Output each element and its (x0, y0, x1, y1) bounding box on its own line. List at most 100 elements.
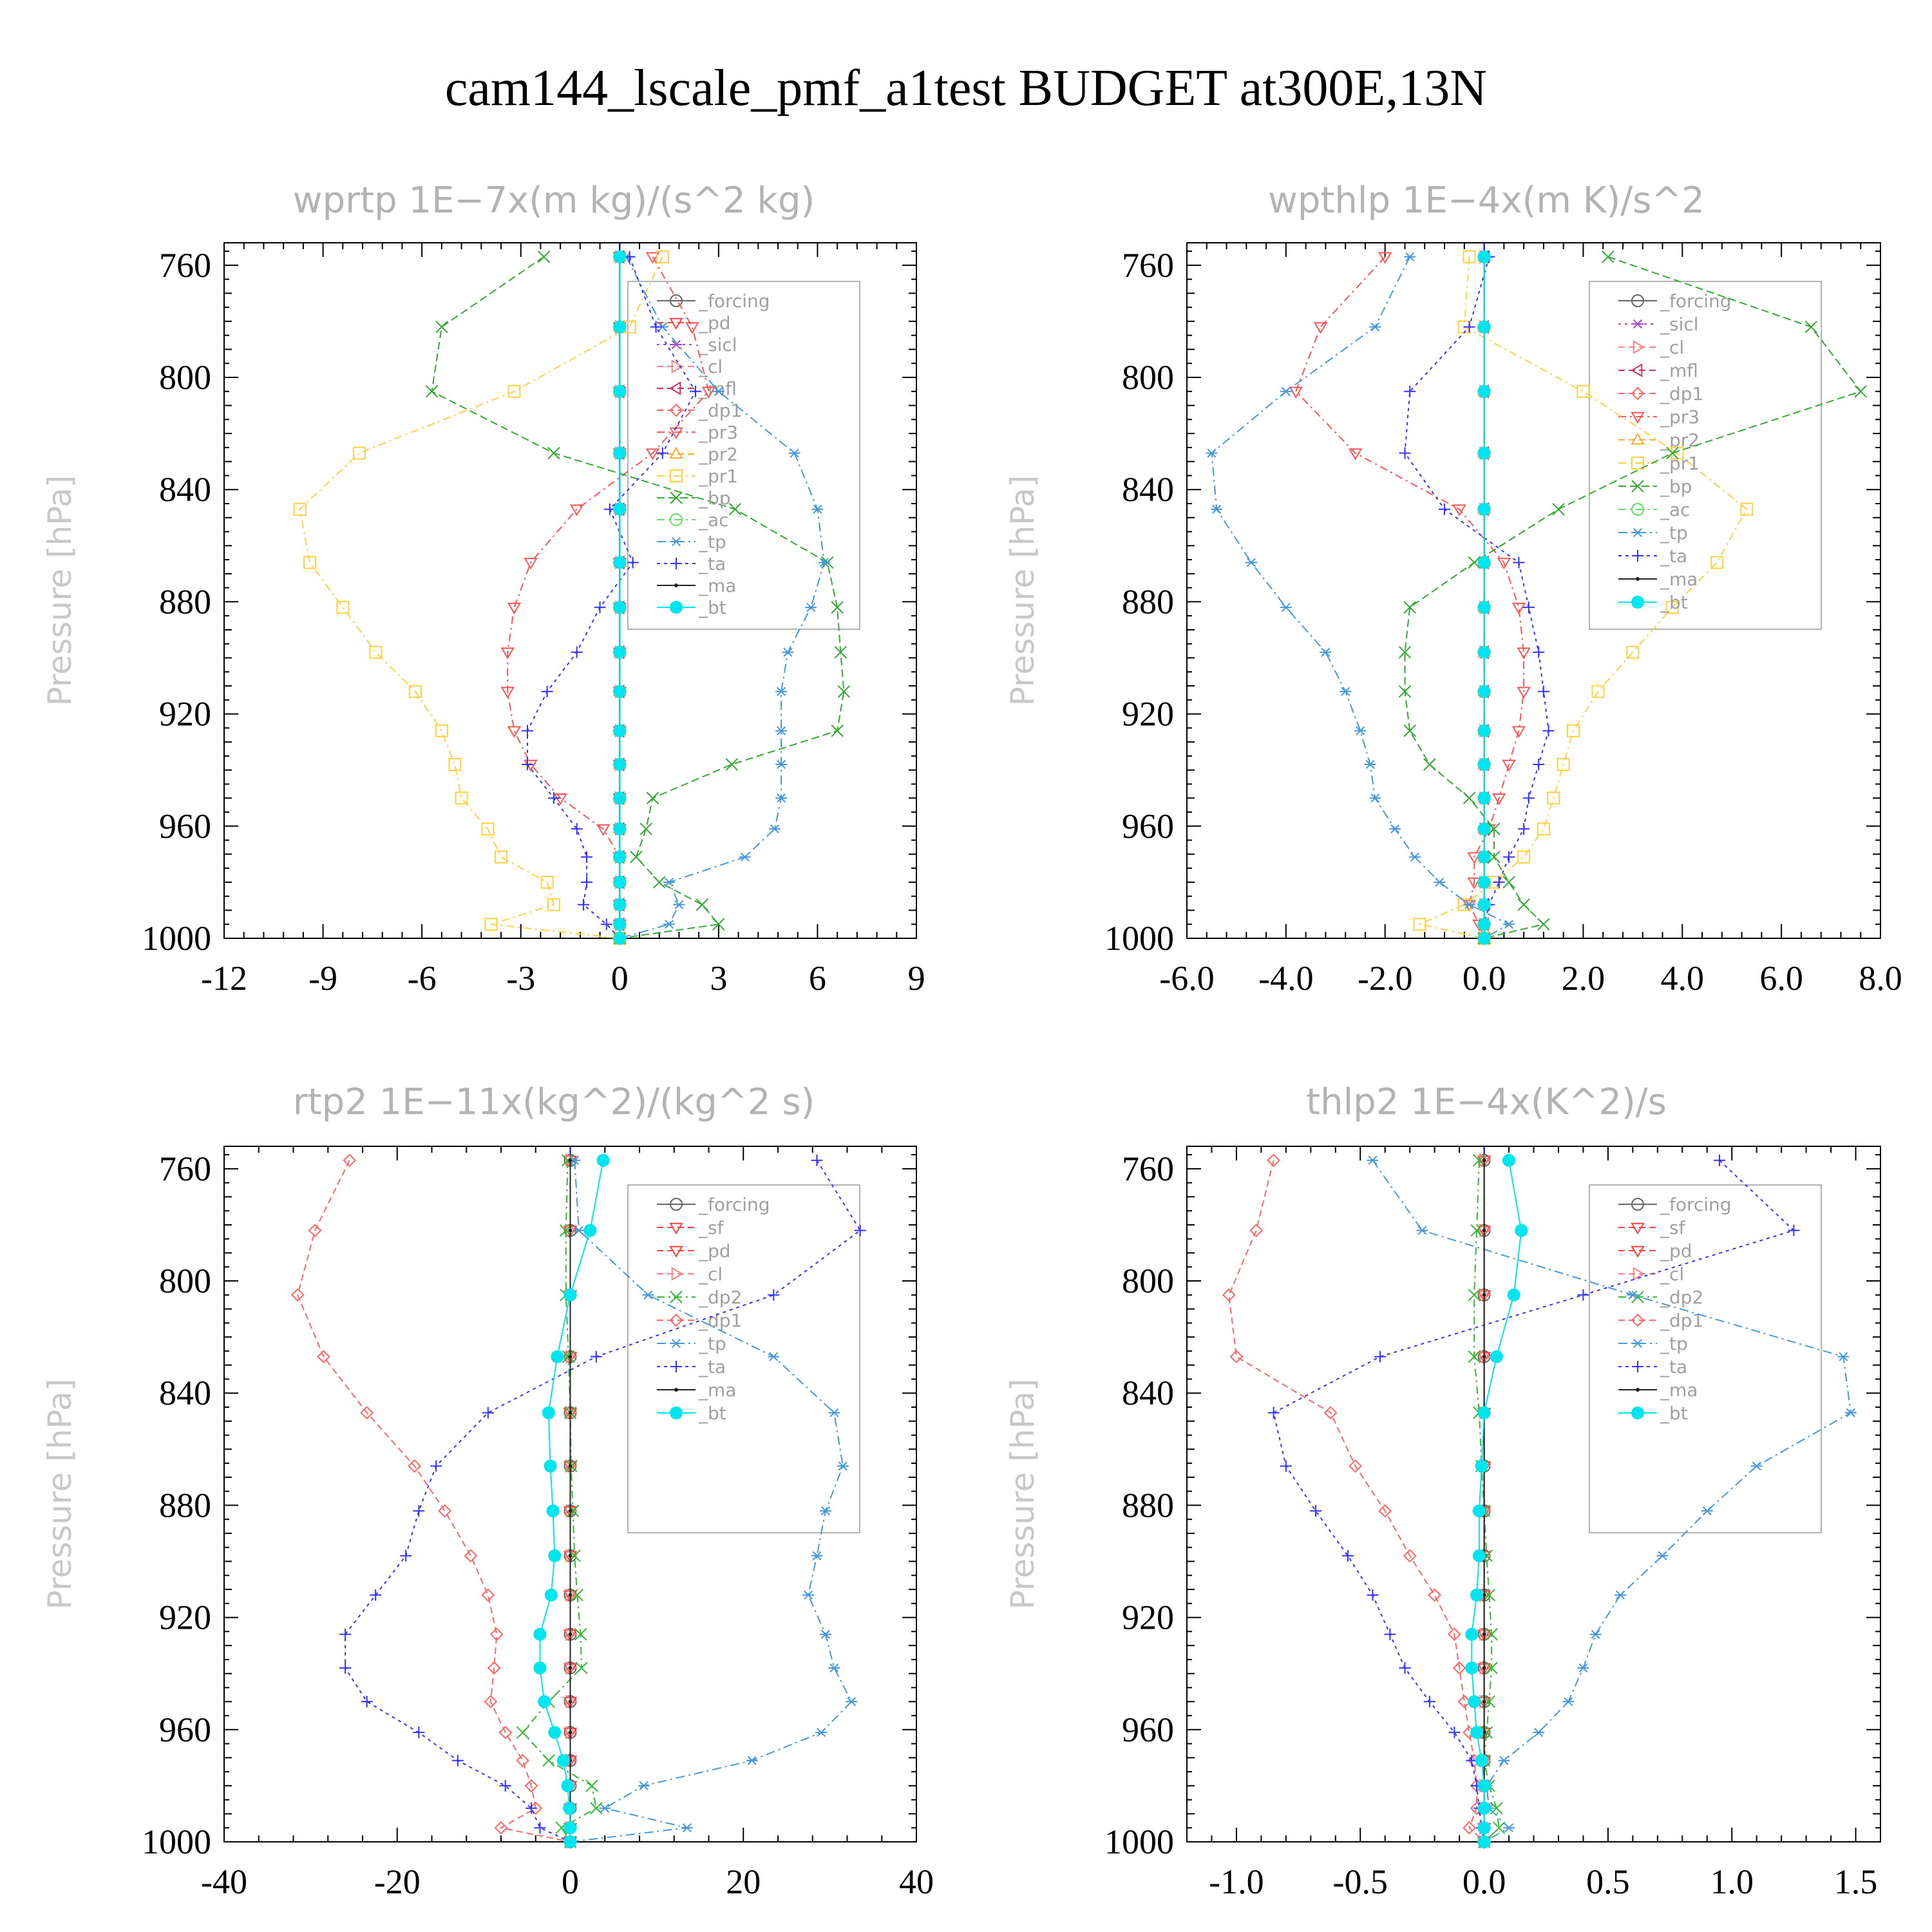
data-point-tp (638, 1781, 650, 1790)
data-point-pr1 (1547, 791, 1560, 805)
data-point-ta (451, 1754, 464, 1766)
y-tick-label: 960 (159, 1710, 211, 1749)
data-point-bt (551, 1350, 564, 1363)
data-point-bt (1470, 1588, 1484, 1602)
legend-label-dp1: _dp1 (1660, 383, 1703, 404)
data-point-bt (613, 791, 627, 805)
legend-marker-tp (670, 536, 682, 547)
data-point-ta (854, 1224, 866, 1236)
data-point-tp (1503, 920, 1515, 929)
data-point-ta (1503, 851, 1515, 863)
data-point-bt (1490, 1350, 1503, 1363)
data-point-ta (1463, 321, 1475, 333)
x-tick-label: 0.0 (1463, 959, 1506, 998)
data-point-pr3 (1313, 322, 1328, 334)
data-point-dp1 (524, 1779, 538, 1793)
panel-title: thlp2 1E−4x(K^2)/s (1306, 1081, 1667, 1123)
data-point-pr1 (1413, 918, 1426, 931)
data-point-dp1 (1229, 1350, 1244, 1364)
legend-marker-cl (1633, 340, 1645, 354)
data-point-pr3 (507, 602, 522, 615)
legend-box (627, 1184, 860, 1533)
data-point-ma (568, 1553, 573, 1558)
legend-label-forcing: _forcing (698, 290, 770, 312)
y-tick-label: 1000 (142, 919, 211, 958)
data-point-bp (834, 646, 847, 659)
data-point-pr1 (1665, 601, 1679, 614)
legend-label-mfl: _mfl (1660, 360, 1698, 381)
data-point-tp (828, 1663, 840, 1673)
data-point-ta (577, 898, 589, 911)
legend-label-cl: _cl (698, 356, 723, 377)
data-point-pr3 (1289, 386, 1303, 399)
data-point-pr1 (336, 601, 350, 614)
data-point-tp (815, 1728, 828, 1738)
data-point-pr3 (645, 448, 660, 460)
data-point-tp (775, 759, 788, 770)
x-tick-label: 3 (710, 959, 727, 998)
data-point-tp (1320, 647, 1332, 657)
legend-marker-dp1 (1631, 1313, 1645, 1327)
data-point-dp2 (1468, 1289, 1481, 1302)
legend-marker-sf (669, 1222, 683, 1235)
data-point-bt (1477, 502, 1491, 516)
legend-label-bt: _bt (698, 1403, 726, 1424)
data-point-bt (564, 1835, 577, 1848)
series-line-bp (431, 256, 845, 939)
data-point-ta (526, 1802, 538, 1814)
data-point-tp (1589, 1629, 1602, 1639)
legend-marker-bt (670, 601, 683, 614)
x-tick-label: -2.0 (1358, 959, 1412, 998)
x-tick-label: 20 (726, 1862, 761, 1901)
data-point-tp (1503, 1823, 1515, 1833)
legend-label-bp: _bp (1660, 476, 1692, 497)
data-point-tp (775, 687, 788, 696)
data-point-bt (1477, 320, 1491, 334)
data-point-ta (1384, 1628, 1396, 1640)
data-point-bp (1398, 646, 1412, 659)
data-point-bt (613, 250, 627, 263)
data-point-pr3 (701, 386, 716, 399)
data-point-dp2 (1482, 1589, 1495, 1602)
data-point-bt (613, 384, 627, 398)
data-point-bt (613, 685, 627, 698)
legend-label-tp: _tp (698, 531, 726, 553)
data-point-pr1 (656, 250, 669, 263)
data-point-bt (1472, 1504, 1486, 1518)
y-tick-label: 760 (1122, 246, 1174, 285)
data-point-tp (746, 1756, 758, 1765)
plot-frame (223, 242, 917, 939)
series-line-ta (345, 1160, 862, 1842)
data-point-tp (819, 1629, 831, 1639)
y-tick-label: 840 (1122, 1374, 1174, 1412)
data-point-tp (1701, 1506, 1713, 1516)
data-point-dp1 (317, 1350, 330, 1364)
data-point-ta (1342, 1549, 1354, 1562)
legend-label-cl: _cl (1660, 1264, 1684, 1285)
data-point-pr3 (1497, 558, 1511, 570)
y-axis-label: Pressure [hPa] (41, 1379, 79, 1610)
y-tick-label: 920 (159, 695, 211, 734)
data-point-pr3 (1517, 647, 1531, 659)
data-point-bp (728, 503, 742, 516)
data-point-cl (1479, 1288, 1492, 1302)
x-tick-label: 1.5 (1834, 1862, 1878, 1901)
data-point-tp (1434, 877, 1446, 887)
data-point-dp1 (1378, 1504, 1392, 1518)
legend-label-ta: _ta (698, 553, 726, 574)
data-point-bp (831, 601, 844, 614)
legend-marker-cl (1633, 1267, 1645, 1281)
series-line-pr1 (1417, 256, 1748, 939)
data-point-bt (1477, 791, 1491, 805)
legend-marker-mfl (669, 381, 681, 395)
legend-marker-forcing (1631, 294, 1644, 307)
data-point-ta (1399, 447, 1411, 459)
data-point-bt (564, 1821, 577, 1835)
x-tick-label: 0.5 (1586, 1862, 1630, 1901)
data-point-pr1 (369, 645, 383, 659)
data-point-ta (1537, 685, 1549, 697)
data-point-pr1 (303, 556, 317, 569)
legend-label-bt: _bt (1660, 592, 1688, 613)
legend-label-ac: _ac (1660, 499, 1690, 520)
y-axis-label: Pressure [hPa] (1004, 475, 1041, 706)
